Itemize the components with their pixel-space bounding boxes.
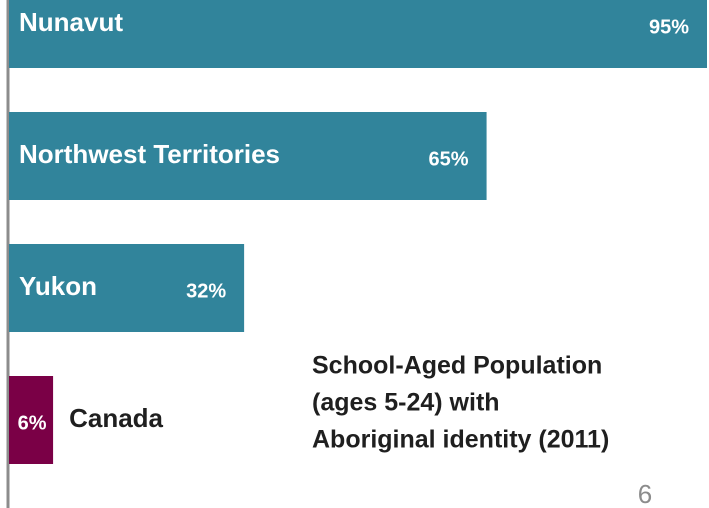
category-label: Northwest Territories (19, 139, 280, 169)
bar (9, 112, 487, 200)
category-label: Yukon (19, 271, 97, 301)
annotation: (ages 5-24) with (312, 389, 500, 417)
value-label: 32% (186, 280, 226, 302)
bar (9, 376, 54, 464)
annotation: School-Aged Population (312, 352, 602, 380)
category-label: Canada (69, 403, 163, 433)
value-label: 95% (649, 16, 689, 38)
category-label: Nunavut (19, 7, 123, 37)
annotation: Aboriginal identity (2011) (312, 426, 609, 454)
bar (9, 0, 707, 68)
value-label: 65% (429, 148, 469, 170)
bar (9, 244, 245, 332)
value-label: 6% (18, 412, 47, 434)
page-number: 6 (638, 479, 652, 508)
